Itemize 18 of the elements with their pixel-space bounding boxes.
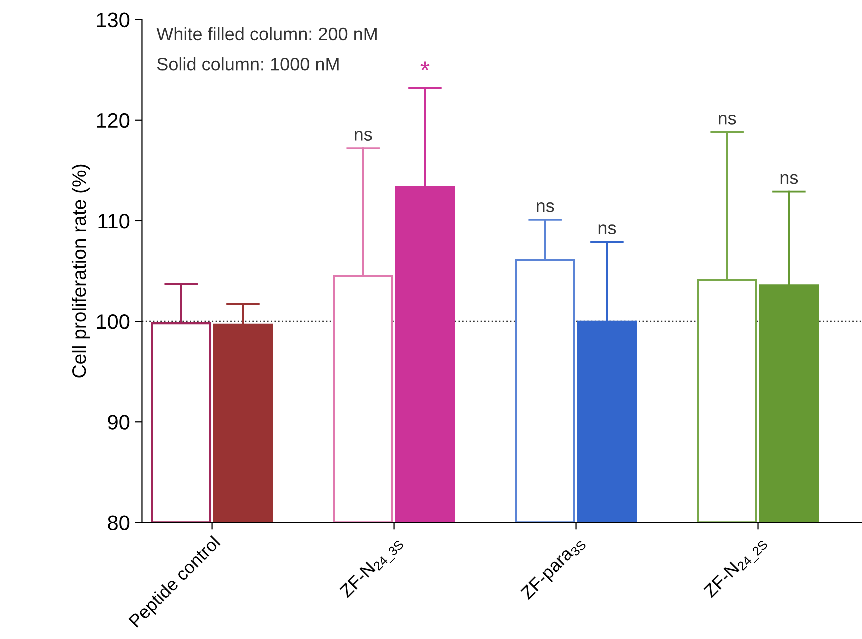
annotation: ns	[355, 131, 372, 141]
annotation: *	[420, 62, 430, 71]
y-tick-label: 120	[97, 113, 130, 128]
x-tick-label: ZF-N$_{24_2S}$	[703, 535, 770, 602]
annotation: Solid column: 1000 nM	[157, 58, 339, 71]
annotation: White filled column: 200 nM	[156, 27, 377, 41]
annotation: ns	[718, 114, 736, 125]
annotation: ns	[537, 202, 554, 212]
y-tick-label: 110	[98, 214, 130, 229]
y-tick-label: 100	[97, 314, 130, 330]
y-tick-label: 90	[108, 415, 130, 430]
annotation: ns	[780, 174, 798, 184]
x-tick-label: ZF-para$_{3S}$	[520, 536, 588, 603]
y-axis-title: Cell proliferation rate (%)	[72, 164, 90, 378]
annotation: ns	[598, 224, 616, 234]
x-tick-label: ZF-N$_{24_3S}$	[339, 535, 406, 602]
y-tick-label: 80	[108, 516, 130, 530]
y-tick-label: 130	[97, 12, 130, 28]
